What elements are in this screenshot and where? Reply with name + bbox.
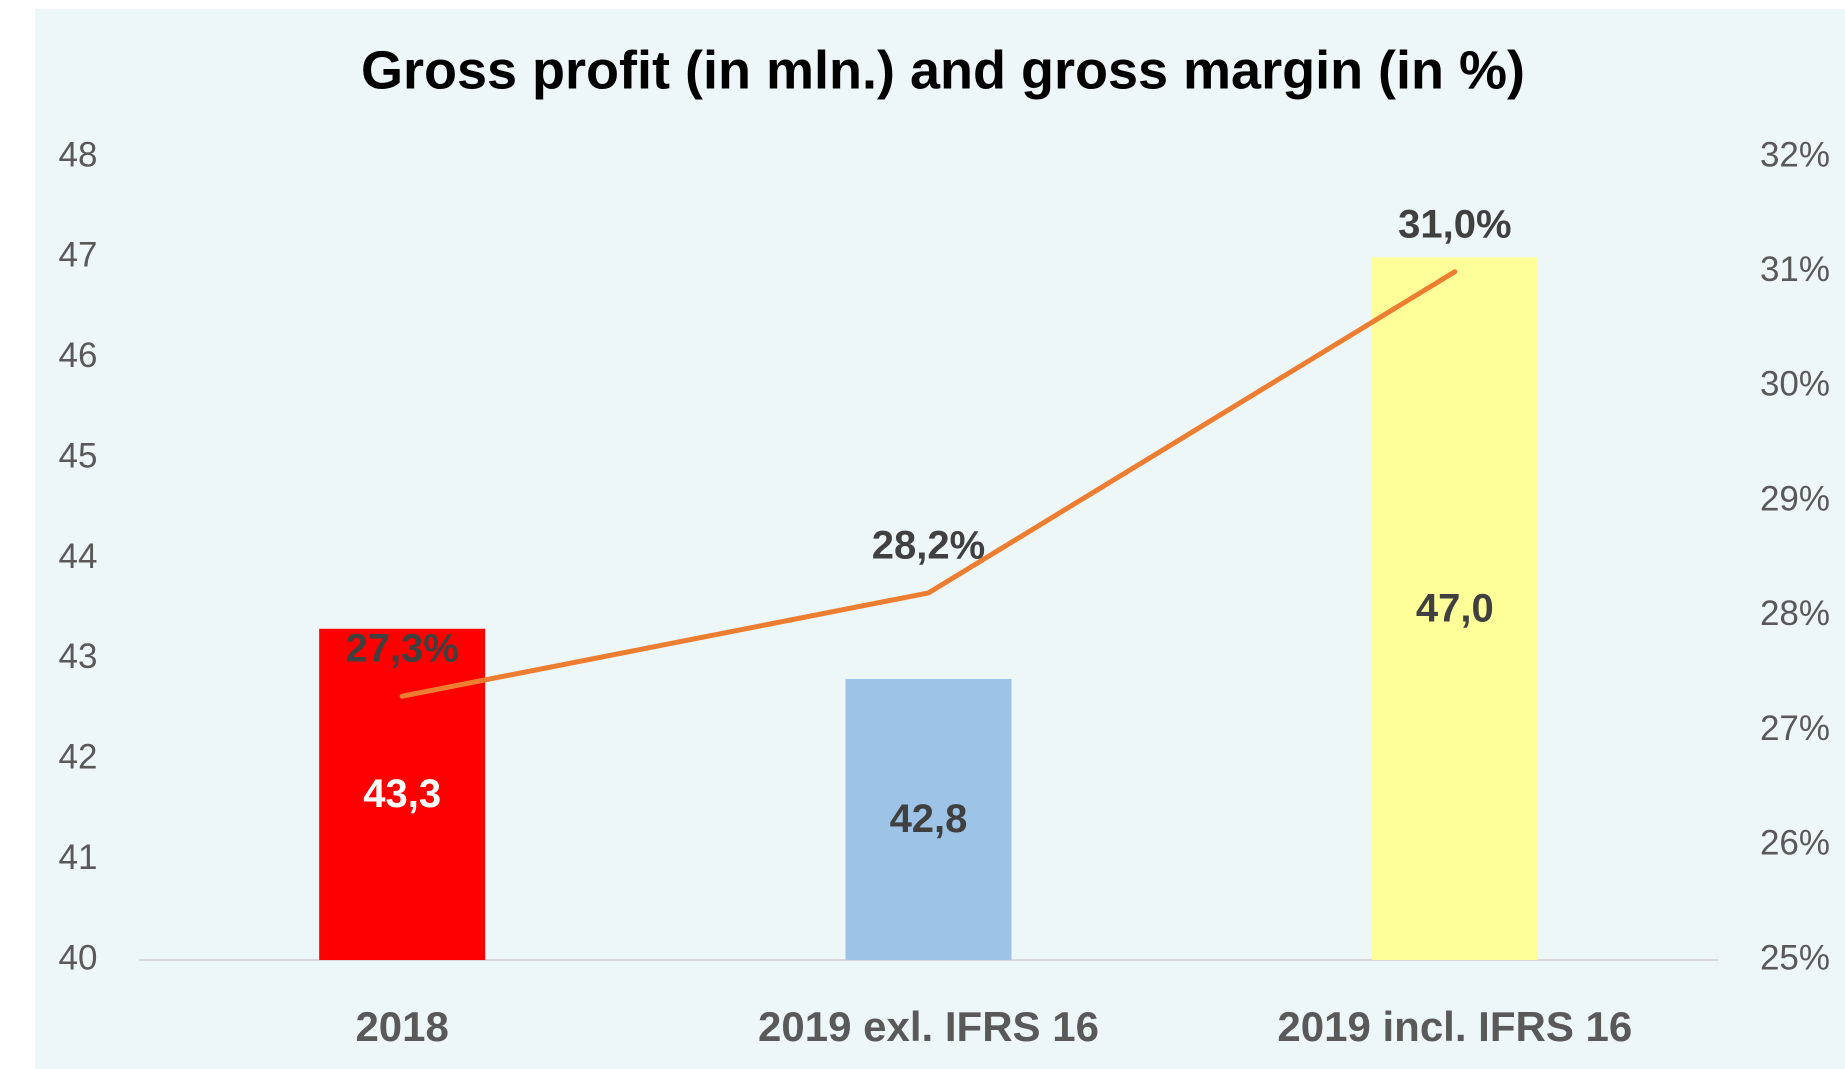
y2-tick-label: 31% [1760,250,1830,289]
y2-tick-label: 25% [1760,938,1830,977]
y2-tick-label: 28% [1760,594,1830,633]
y-tick-label: 48 [59,135,98,174]
y-tick-label: 44 [59,537,98,576]
chart-title: Gross profit (in mln.) and gross margin … [361,40,1525,100]
y-tick-label: 45 [59,436,98,475]
y2-tick-label: 29% [1760,479,1830,518]
bar [1371,257,1538,960]
line-value-label: 28,2% [872,523,985,567]
y2-tick-label: 30% [1760,365,1830,404]
x-tick-label: 2018 [355,1003,448,1050]
y-tick-label: 43 [59,637,98,676]
line [399,269,1458,699]
bar [845,678,1012,960]
y-tick-label: 41 [59,838,98,877]
line-value-label: 27,3% [345,627,458,671]
line-value-label: 31,0% [1398,202,1511,246]
y2-tick-label: 27% [1760,709,1830,748]
bar-value-label: 42,8 [890,797,968,841]
y2-tick-label: 32% [1760,135,1830,174]
y-tick-label: 42 [59,738,98,777]
bar-value-label: 43,3 [363,772,441,816]
bar-value-label: 47,0 [1416,586,1494,630]
y-tick-label: 47 [59,236,98,275]
y-tick-label: 40 [59,938,98,977]
x-tick-label: 2019 exl. IFRS 16 [758,1003,1099,1050]
x-tick-label: 2019 incl. IFRS 16 [1277,1003,1632,1050]
y-tick-label: 46 [59,336,98,375]
y2-tick-label: 26% [1760,824,1830,863]
